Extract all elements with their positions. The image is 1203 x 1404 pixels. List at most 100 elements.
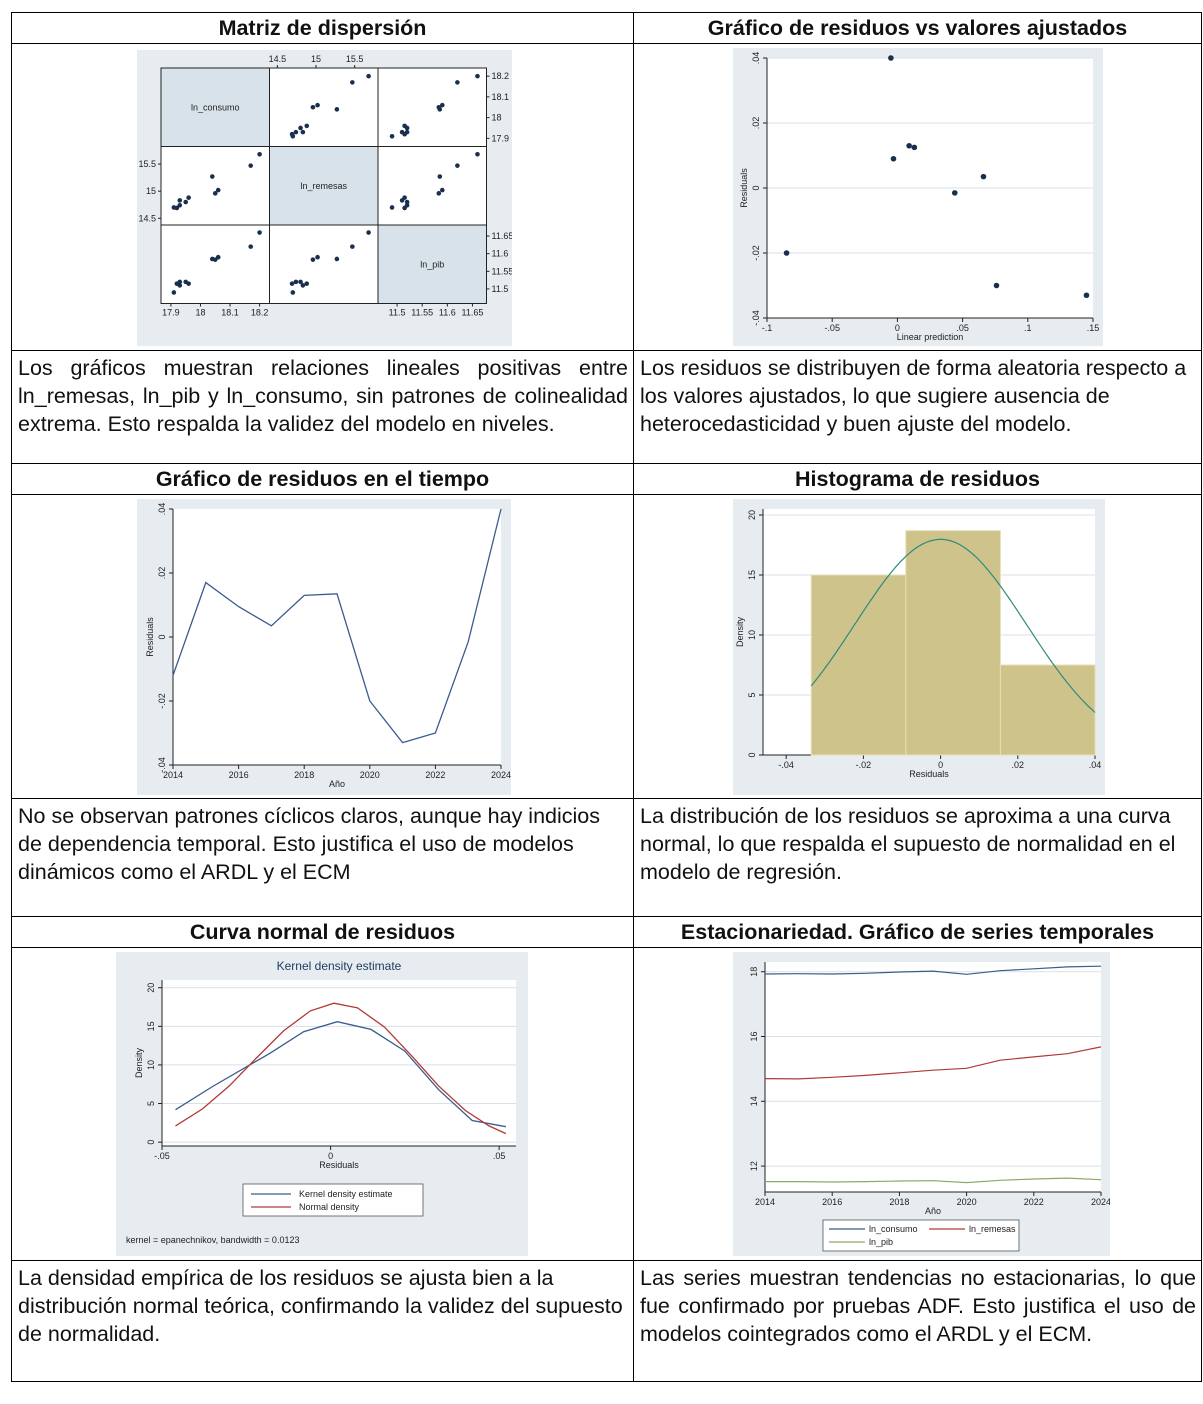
tick-label: 18.2 bbox=[251, 308, 269, 318]
scatter-point bbox=[293, 279, 299, 285]
y-tick-label: .04 bbox=[751, 52, 761, 65]
chart-scatter-matrix: ln_consumo ln_remesas ln_pib 14.5 15 15.5 17.9… bbox=[137, 50, 512, 346]
x-tick-label: .02 bbox=[1012, 760, 1025, 770]
scatter-point bbox=[310, 104, 316, 110]
scatter-point bbox=[783, 250, 790, 256]
x-tick-label: 2014 bbox=[755, 1197, 775, 1207]
x-tick-label: 2018 bbox=[889, 1197, 909, 1207]
scatter-point bbox=[389, 133, 395, 139]
series-line bbox=[175, 1021, 507, 1128]
y-tick-label: 10 bbox=[747, 630, 757, 640]
title-resid-vs-fitted: Gráfico de residuos vs valores ajustados bbox=[707, 16, 1128, 40]
matrix-cell bbox=[160, 146, 270, 226]
tick-label: 14.5 bbox=[269, 54, 287, 64]
scatter-point bbox=[215, 254, 221, 260]
x-tick-label: .05 bbox=[493, 1151, 506, 1161]
tick-label: 15.5 bbox=[138, 159, 156, 169]
x-tick-label: -.02 bbox=[856, 760, 872, 770]
figure-time-series: 12 14 16 18 2014 2016 2018 2020 2022 2024 Año ln_co… bbox=[634, 948, 1201, 1260]
figure-resid-over-time: -.04 -.02 0 .02 .04 2014 2016 2018 2020 2022 2024 A… bbox=[12, 495, 633, 798]
x-tick-label: .04 bbox=[1089, 760, 1102, 770]
plot-area bbox=[162, 980, 516, 1146]
scatter-point bbox=[440, 187, 445, 193]
figure-scatter-matrix: ln_consumo ln_remesas ln_pib 14.5 15 15.5 17.9… bbox=[12, 44, 633, 350]
normal-curve bbox=[810, 538, 1096, 713]
scatter-point bbox=[404, 202, 410, 208]
chart-resid-histogram: 0 5 10 15 20 -.04 -.02 0 .02 .04 Residuals Density bbox=[733, 499, 1105, 795]
tick-label: 18 bbox=[195, 308, 205, 318]
series-line-residuals bbox=[172, 508, 502, 744]
chart-kernel-density: 0 5 10 15 20 -.05 0 .05 Residuals Density Kernel d… bbox=[116, 952, 528, 1256]
y-tick-label: 10 bbox=[146, 1060, 156, 1070]
tick-label: 17.9 bbox=[492, 133, 510, 143]
y-tick-label: .02 bbox=[751, 117, 761, 130]
histogram-bar bbox=[905, 530, 1001, 756]
scatter-point bbox=[177, 279, 183, 285]
plot-area bbox=[173, 509, 501, 765]
y-axis-label: Residuals bbox=[739, 168, 749, 208]
legend-label: Normal density bbox=[299, 1202, 360, 1212]
scatter-point bbox=[248, 244, 254, 249]
matrix-cell bbox=[377, 224, 487, 304]
scatter-point bbox=[315, 102, 320, 108]
x-tick-label: 2024 bbox=[491, 770, 511, 780]
y-tick-label: 20 bbox=[146, 983, 156, 993]
scatter-point bbox=[888, 55, 894, 61]
scatter-point bbox=[186, 195, 191, 200]
scatter-point bbox=[993, 282, 1000, 289]
scatter-point bbox=[293, 129, 299, 135]
scatter-point bbox=[315, 254, 320, 260]
y-axis-label: Density bbox=[134, 1047, 144, 1078]
y-tick-label: 0 bbox=[157, 634, 167, 639]
series-line bbox=[175, 1002, 507, 1135]
x-axis-label: Año bbox=[329, 779, 345, 789]
y-tick-label: -.04 bbox=[751, 310, 761, 326]
x-axis-label: Residuals bbox=[909, 769, 949, 779]
legend-label: ln_consumo bbox=[869, 1224, 918, 1234]
title-time-series: Estacionariedad. Gráfico de series tempo… bbox=[680, 920, 1155, 944]
y-tick-label: 20 bbox=[747, 510, 757, 520]
x-tick-label: 2022 bbox=[425, 770, 445, 780]
scatter-point bbox=[455, 80, 460, 85]
scatter-point bbox=[1083, 292, 1090, 299]
legend-box bbox=[822, 1219, 1020, 1252]
scatter-point bbox=[475, 73, 480, 79]
caption-time-series: Las series muestran tendencias no estaci… bbox=[640, 1266, 1196, 1346]
series-line-ln-consumo bbox=[764, 965, 1102, 975]
x-tick-label: .05 bbox=[956, 323, 969, 333]
title-scatter-matrix: Matriz de dispersión bbox=[218, 16, 427, 40]
tick-label: 18 bbox=[492, 113, 502, 123]
y-tick-label: -.04 bbox=[157, 757, 167, 773]
scatter-point bbox=[402, 195, 407, 200]
scatter-point bbox=[437, 107, 443, 112]
plot-area bbox=[765, 962, 1101, 1192]
x-axis-label: Residuals bbox=[319, 1160, 359, 1170]
tick-label: 15.5 bbox=[346, 54, 364, 64]
matrix-cell bbox=[269, 146, 379, 226]
scatter-point bbox=[209, 256, 215, 262]
tick-label: 11.55 bbox=[411, 308, 433, 318]
y-tick-label: -.02 bbox=[157, 693, 167, 709]
scatter-point bbox=[171, 290, 177, 295]
scatter-point bbox=[298, 125, 303, 131]
scatter-point bbox=[177, 198, 183, 203]
x-axis-label: Año bbox=[925, 1206, 941, 1216]
scatter-point bbox=[350, 80, 355, 85]
scatter-point bbox=[440, 102, 445, 108]
scatter-point bbox=[366, 73, 371, 79]
x-tick-label: -.1 bbox=[762, 323, 773, 333]
caption-kernel-density: La densidad empírica de los residuos se … bbox=[18, 1266, 623, 1346]
tick-label: 11.65 bbox=[492, 231, 513, 241]
scatter-point bbox=[475, 151, 480, 157]
tick-label: 11.6 bbox=[492, 249, 509, 259]
figure-resid-histogram: 0 5 10 15 20 -.04 -.02 0 .02 .04 Residuals Density bbox=[634, 495, 1201, 798]
y-tick-label: -.02 bbox=[751, 245, 761, 261]
x-tick-label: 2014 bbox=[163, 770, 183, 780]
tick-label: 14.5 bbox=[138, 213, 156, 223]
histogram-bar bbox=[810, 574, 907, 756]
legend-label: ln_pib bbox=[869, 1237, 893, 1247]
scatter-point bbox=[951, 190, 958, 196]
matrix-cell bbox=[160, 67, 270, 147]
y-tick-label: 18 bbox=[749, 967, 759, 977]
tick-label: 18.1 bbox=[492, 92, 510, 102]
